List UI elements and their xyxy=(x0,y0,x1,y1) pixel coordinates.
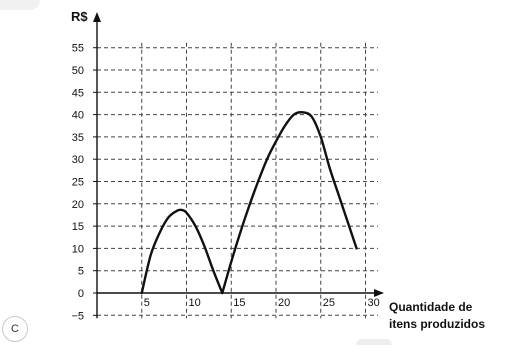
x-tick-label: 15 xyxy=(233,297,245,309)
y-tick-label: −5 xyxy=(71,310,84,322)
corner-decoration xyxy=(0,0,40,10)
series-curve xyxy=(221,111,358,295)
y-tick-label: 50 xyxy=(72,65,84,77)
y-tick-label: 15 xyxy=(72,221,84,233)
y-tick-label: 40 xyxy=(72,110,84,122)
series xyxy=(140,111,358,295)
x-tick-label: 5 xyxy=(144,297,150,309)
answer-option-label: C xyxy=(11,323,19,335)
x-axis-label-line-1: Quantidade de xyxy=(389,300,473,314)
x-axis-label-line-2: itens produzidos xyxy=(389,317,485,331)
x-tick-label: 20 xyxy=(278,297,290,309)
y-tick-label: 10 xyxy=(72,243,84,255)
grid xyxy=(97,42,378,319)
y-axis-label: R$ xyxy=(71,9,88,24)
y-tick-label: 25 xyxy=(72,177,84,189)
y-tick-label: 20 xyxy=(72,199,84,211)
y-tick-label: 45 xyxy=(72,87,84,99)
x-tick-label: 30 xyxy=(368,297,380,309)
y-tick-label: 0 xyxy=(78,288,84,300)
y-tick-label: 30 xyxy=(72,154,84,166)
y-tick-label: 5 xyxy=(78,266,84,278)
bottom-tab-fragment xyxy=(356,339,392,345)
axes xyxy=(93,12,384,319)
y-axis-arrow xyxy=(93,12,101,22)
series-curve xyxy=(140,208,224,295)
x-tick-label: 10 xyxy=(189,297,201,309)
x-tick-label: 25 xyxy=(323,297,335,309)
y-tick-label: 35 xyxy=(72,132,84,144)
y-tick-label: 55 xyxy=(72,43,84,55)
answer-option-c[interactable]: C xyxy=(2,316,28,342)
x-axis-arrow xyxy=(374,289,384,297)
